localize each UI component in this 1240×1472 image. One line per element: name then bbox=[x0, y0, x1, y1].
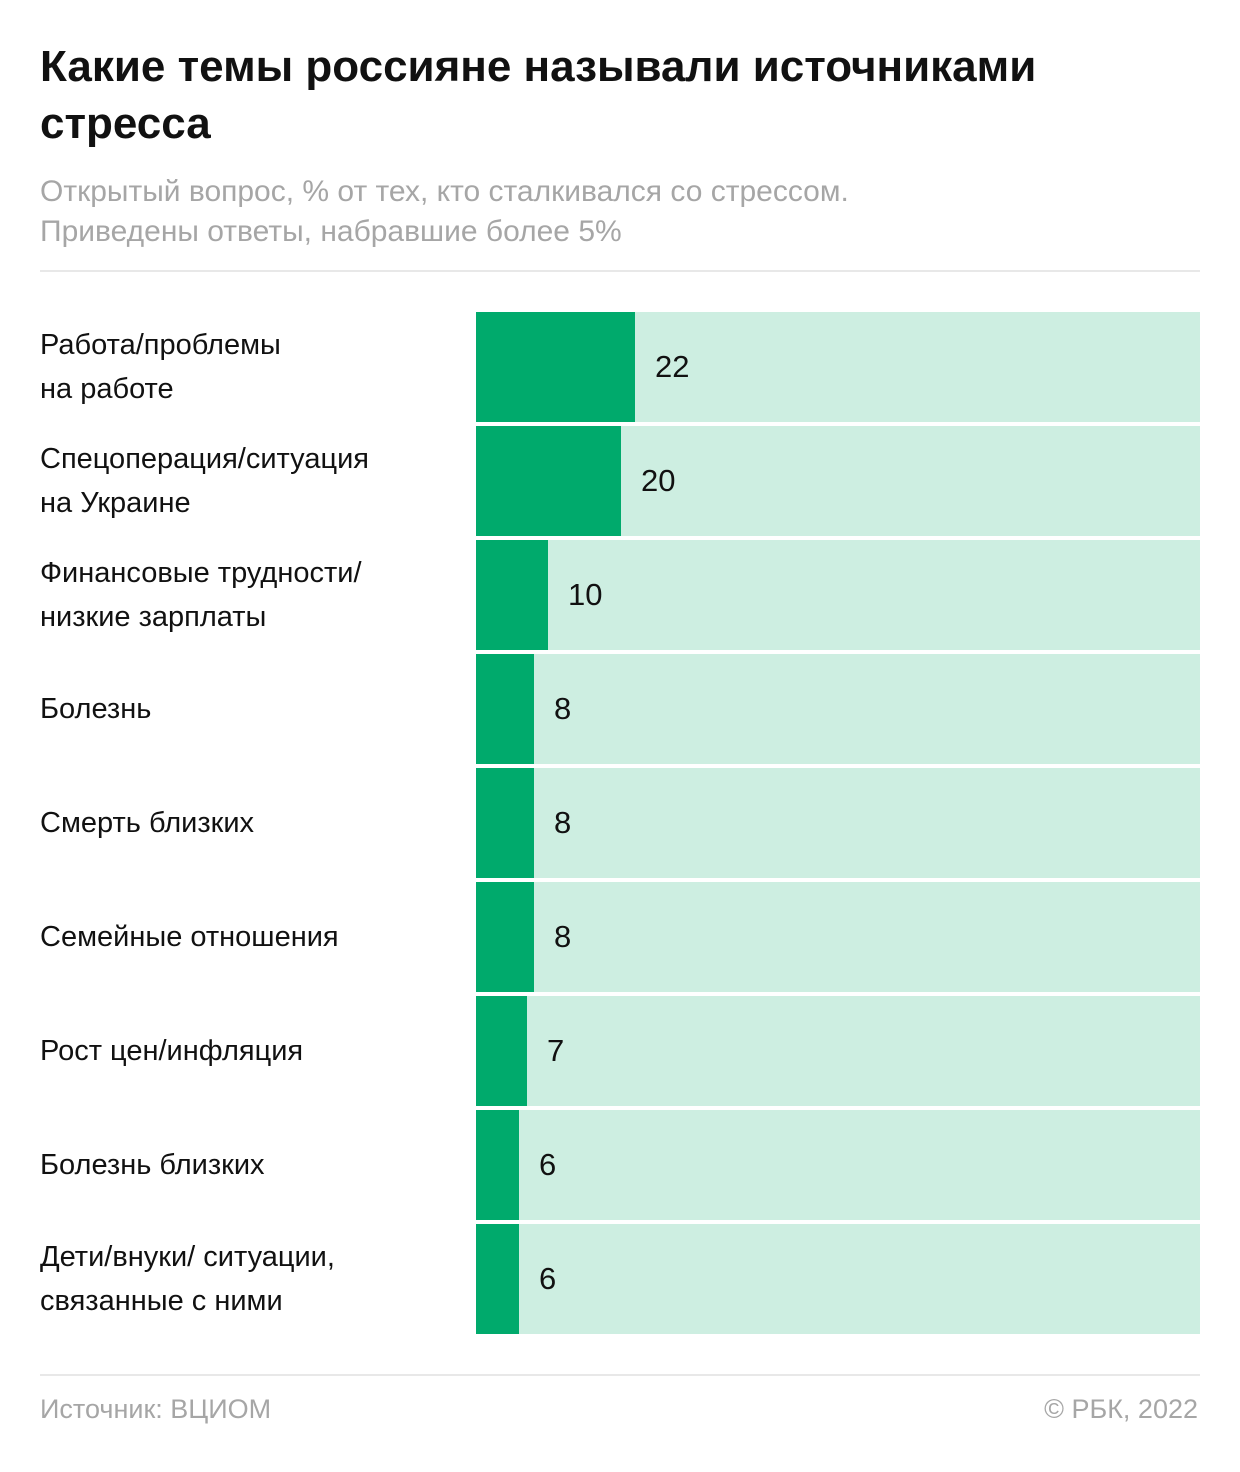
top-divider bbox=[40, 270, 1200, 272]
bar-track: 6 bbox=[476, 1110, 1200, 1220]
bar bbox=[476, 882, 534, 992]
bar-track: 22 bbox=[476, 312, 1200, 422]
bar-value-label: 8 bbox=[554, 691, 572, 726]
bar-track: 6 bbox=[476, 1224, 1200, 1334]
chart-subtitle: Открытый вопрос, % от тех, кто сталкивал… bbox=[40, 172, 1200, 252]
bar bbox=[476, 1110, 519, 1220]
category-label: Семейные отношения bbox=[40, 882, 460, 992]
bar-value-label: 22 bbox=[655, 349, 690, 384]
copyright-note: © РБК, 2022 bbox=[1044, 1394, 1198, 1424]
bar bbox=[476, 540, 548, 650]
category-label: Рост цен/инфляция bbox=[40, 996, 460, 1106]
bar-value-label: 10 bbox=[568, 577, 603, 612]
bar bbox=[476, 426, 621, 536]
bar bbox=[476, 768, 534, 878]
chart-title: Какие темы россияне называли источниками… bbox=[40, 38, 1200, 152]
chart-subtitle-line-2: Приведены ответы, набравшие более 5% bbox=[40, 215, 622, 248]
bar-track: 20 bbox=[476, 426, 1200, 536]
bar bbox=[476, 996, 527, 1106]
bar-value-label: 7 bbox=[547, 1033, 565, 1068]
bar bbox=[476, 312, 635, 422]
bar-value-label: 8 bbox=[554, 919, 572, 954]
category-label-line: Болезнь близких bbox=[40, 1149, 265, 1181]
category-label: Болезнь близких bbox=[40, 1110, 460, 1220]
category-label-line: на работе bbox=[40, 373, 174, 405]
bar-track: 8 bbox=[476, 882, 1200, 992]
category-label-line: Смерть близких bbox=[40, 807, 255, 839]
bar-track: 7 bbox=[476, 996, 1200, 1106]
chart-subtitle-line-1: Открытый вопрос, % от тех, кто сталкивал… bbox=[40, 175, 849, 208]
chart-title-line-1: Какие темы россияне называли источниками bbox=[40, 42, 1037, 91]
chart-title-line-2: стресса bbox=[40, 99, 211, 148]
bar bbox=[476, 1224, 519, 1334]
bottom-divider bbox=[40, 1374, 1200, 1376]
category-label: Смерть близких bbox=[40, 768, 460, 878]
source-note: Источник: ВЦИОМ bbox=[40, 1394, 272, 1424]
category-label-line: Финансовые трудности/ bbox=[40, 557, 362, 589]
category-label: Дети/внуки/ ситуации, связанные с ними bbox=[40, 1224, 460, 1334]
bar-track: 8 bbox=[476, 768, 1200, 878]
category-label-line: на Украине bbox=[40, 487, 191, 519]
category-label-line: Работа/проблемы bbox=[40, 329, 281, 361]
category-label-line: Болезнь bbox=[40, 693, 152, 725]
category-label-line: Спецоперация/ситуация bbox=[40, 443, 369, 475]
bar-value-label: 6 bbox=[539, 1147, 557, 1182]
bar bbox=[476, 654, 534, 764]
category-label-line: Рост цен/инфляция bbox=[40, 1035, 304, 1067]
category-label: Финансовые трудности/низкие зарплаты bbox=[40, 540, 460, 650]
category-label-line: связанные с ними bbox=[40, 1285, 283, 1317]
bar-value-label: 8 bbox=[554, 805, 572, 840]
bar-track: 10 bbox=[476, 540, 1200, 650]
category-label-line: Семейные отношения bbox=[40, 921, 339, 953]
bar-value-label: 20 bbox=[641, 463, 676, 498]
category-label-line: Дети/внуки/ ситуации, bbox=[40, 1241, 335, 1273]
bar-track: 8 bbox=[476, 654, 1200, 764]
category-label: Спецоперация/ситуация на Украине bbox=[40, 426, 460, 536]
category-label-line: низкие зарплаты bbox=[40, 601, 267, 633]
category-label: Работа/проблемы на работе bbox=[40, 312, 460, 422]
category-label: Болезнь bbox=[40, 654, 460, 764]
bar-value-label: 6 bbox=[539, 1261, 557, 1296]
